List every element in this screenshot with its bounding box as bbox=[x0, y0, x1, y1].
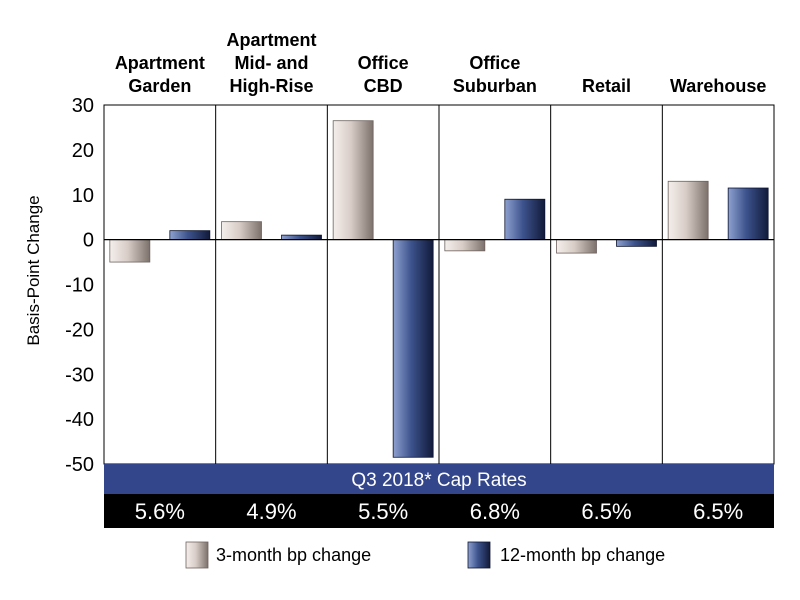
cap-rate-value: 5.5% bbox=[358, 499, 408, 524]
cap-rate-value: 6.5% bbox=[693, 499, 743, 524]
y-tick-label: 10 bbox=[72, 185, 94, 207]
bar-12-month bbox=[169, 230, 211, 241]
category-label: Apartment Garden bbox=[115, 53, 205, 96]
bar-3-month bbox=[556, 239, 597, 254]
cap-rate-value: 5.6% bbox=[135, 499, 185, 524]
y-tick-label: -40 bbox=[65, 409, 94, 431]
legend-label: 3-month bp change bbox=[216, 545, 371, 565]
category-labels: Apartment Garden Apartment Mid- and High-Ris… bbox=[115, 30, 767, 96]
cap-rate-value: 4.9% bbox=[246, 499, 296, 524]
bar-12-month bbox=[504, 198, 546, 241]
y-tick-label: -10 bbox=[65, 275, 94, 297]
y-axis-label: Basis-Point Change bbox=[24, 195, 43, 345]
banner-background bbox=[104, 464, 774, 494]
cap-rate-value: 6.5% bbox=[581, 499, 631, 524]
y-tick-label: 0 bbox=[83, 230, 94, 252]
cap-rate-value: 6.8% bbox=[470, 499, 520, 524]
category-label: Office CBD bbox=[358, 53, 409, 96]
bar-12-month bbox=[392, 239, 434, 458]
y-tick-label: 30 bbox=[72, 95, 94, 117]
cap-rates-banner: Q3 2018* Cap Rates bbox=[104, 464, 774, 494]
bar-3-month bbox=[221, 221, 262, 241]
bar-12-month bbox=[281, 234, 322, 241]
bar-12-month bbox=[727, 187, 769, 241]
category-label: Office Suburban bbox=[453, 53, 537, 96]
plot-frame bbox=[103, 104, 775, 465]
y-tick-label: -20 bbox=[65, 319, 94, 341]
y-tick-label: -30 bbox=[65, 364, 94, 386]
category-label: Retail bbox=[582, 76, 631, 96]
bar-12-month bbox=[616, 239, 657, 247]
legend-swatch bbox=[185, 541, 209, 569]
legend-swatch bbox=[467, 541, 491, 569]
bars bbox=[104, 120, 774, 458]
legend-label: 12-month bp change bbox=[500, 545, 665, 565]
banner-label: Q3 2018* Cap Rates bbox=[351, 470, 526, 491]
bar-3-month bbox=[444, 239, 486, 252]
legend: 3-month bp change 12-month bp change bbox=[185, 541, 665, 569]
bar-3-month bbox=[667, 180, 709, 241]
y-axis: 30 20 10 0 -10 -20 -30 -40 -50 Basis-Point Change bbox=[24, 95, 94, 476]
category-label: Apartment Mid- and High-Rise bbox=[226, 30, 316, 96]
y-tick-label: 20 bbox=[72, 140, 94, 162]
cap-rates-row: 5.6% 4.9% 5.5% 6.8% 6.5% 6.5% bbox=[104, 494, 774, 528]
cap-rates-background bbox=[104, 494, 774, 528]
bar-3-month bbox=[109, 239, 151, 263]
y-tick-label: -50 bbox=[65, 454, 94, 476]
category-label: Warehouse bbox=[670, 76, 766, 96]
bar-3-month bbox=[332, 120, 374, 241]
